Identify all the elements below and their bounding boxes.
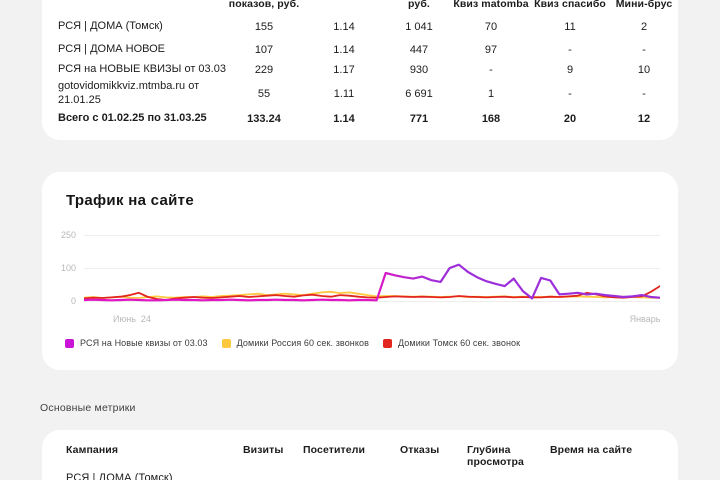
legend-swatch-yellow-icon xyxy=(221,338,231,348)
header-rub: руб. xyxy=(408,0,430,10)
table-row: РСЯ | ДОМА (Томск) xyxy=(42,472,678,480)
x-axis-tick-june: Июнь 24 xyxy=(113,314,151,324)
campaign-stats-card: показов, руб. руб. Квиз matomba Квиз спа… xyxy=(42,0,678,140)
legend-item-domiki-rossiya[interactable]: Домики Россия 60 сек. звонков xyxy=(221,338,369,348)
legend-item-rsya-novye-kvizy[interactable]: РСЯ на Новые квизы от 03.03 xyxy=(65,338,208,348)
total-value: 168 xyxy=(481,113,501,125)
chart-legend: РСЯ на Новые квизы от 03.03 Домики Росси… xyxy=(65,338,520,348)
header-kviz-matomba: Квиз matomba xyxy=(453,0,529,10)
cell-value: - xyxy=(489,64,493,76)
table-row: gotovidomikkviz.mtmba.ru от 21.01.25 55 … xyxy=(42,80,678,108)
cell-value: 1 041 xyxy=(405,21,433,33)
gridline-100 xyxy=(84,268,660,269)
cell-value: 1.17 xyxy=(333,64,355,76)
metrics-table-card: Кампания Визиты Посетители Отказы Глубин… xyxy=(42,430,678,480)
gridline-0 xyxy=(84,301,660,302)
cell-value: 2 xyxy=(640,21,648,33)
header-campaign: Кампания xyxy=(66,444,119,456)
header-kviz-spasibo: Квиз спасибо xyxy=(534,0,606,10)
total-value: 12 xyxy=(637,113,651,125)
header-visitors: Посетители xyxy=(303,444,366,456)
cell-value: 930 xyxy=(409,64,429,76)
legend-label: Домики Россия 60 сек. звонков xyxy=(236,338,369,348)
campaign-name: РСЯ | ДОМА НОВОЕ xyxy=(58,43,165,56)
cell-value: 1.11 xyxy=(333,88,355,100)
header-mini-brus: Мини-брус xyxy=(615,0,673,10)
total-value: 771 xyxy=(409,113,429,125)
y-axis-tick: 100 xyxy=(60,263,76,273)
cell-value: - xyxy=(642,88,646,100)
cell-value: - xyxy=(642,44,646,56)
cell-value: 6 691 xyxy=(405,88,433,100)
cell-value: 55 xyxy=(257,88,271,100)
cell-value: 229 xyxy=(254,64,274,76)
cell-value: - xyxy=(568,88,572,100)
table-total-row: Всего с 01.02.25 по 31.03.25 133.24 1.14… xyxy=(42,108,678,130)
total-value: 1.14 xyxy=(333,113,355,125)
total-value: 20 xyxy=(563,113,577,125)
campaign-name: gotovidomikkviz.mtmba.ru от 21.01.25 xyxy=(58,80,200,106)
cell-value: 9 xyxy=(566,64,574,76)
table-row: РСЯ на НОВЫЕ КВИЗЫ от 03.03 229 1.17 930… xyxy=(42,60,678,80)
campaign-name: РСЯ на НОВЫЕ КВИЗЫ от 03.03 xyxy=(58,63,226,76)
total-label: Всего с 01.02.25 по 31.03.25 xyxy=(58,112,207,125)
cell-value: 1 xyxy=(487,88,495,100)
x-axis-tick-january: Январь xyxy=(629,314,661,324)
campaign-name: РСЯ | ДОМА (Томск) xyxy=(58,20,163,33)
header-page-depth: Глубина просмотра xyxy=(467,444,524,469)
header-visits: Визиты xyxy=(243,444,284,456)
cell-value: 107 xyxy=(254,44,274,56)
traffic-line-chart xyxy=(84,263,660,302)
legend-label: Домики Томск 60 сек. звонок xyxy=(398,338,521,348)
metrics-table-header: Кампания Визиты Посетители Отказы Глубин… xyxy=(42,444,678,468)
legend-item-domiki-tomsk[interactable]: Домики Томск 60 сек. звонок xyxy=(383,338,520,348)
total-value: 133.24 xyxy=(247,113,281,125)
cell-value: 11 xyxy=(564,21,576,33)
metrics-section-title: Основные метрики xyxy=(40,402,136,414)
chart-title: Трафик на сайте xyxy=(66,192,194,209)
legend-label: РСЯ на Новые квизы от 03.03 xyxy=(80,338,208,348)
campaign-name: РСЯ | ДОМА (Томск) xyxy=(66,472,173,480)
legend-swatch-red-icon xyxy=(383,338,392,348)
table-row: РСЯ | ДОМА (Томск) 155 1.14 1 041 70 11 … xyxy=(42,14,678,40)
legend-swatch-magenta-icon xyxy=(65,338,74,348)
cell-value: 1.14 xyxy=(333,21,355,33)
y-axis-tick: 250 xyxy=(60,230,76,240)
table-row: РСЯ | ДОМА НОВОЕ 107 1.14 447 97 - - xyxy=(42,40,678,60)
cell-value: 1.14 xyxy=(333,44,355,56)
y-axis-tick: 0 xyxy=(70,296,76,306)
cell-value: 155 xyxy=(254,21,274,33)
cell-value: 70 xyxy=(484,21,498,33)
cell-value: 447 xyxy=(409,44,429,56)
header-time-on-site: Время на сайте xyxy=(550,444,633,456)
gridline-250 xyxy=(84,235,660,236)
line-domiki-tomsk xyxy=(84,285,660,301)
line-rsya-novye-kvizy xyxy=(84,263,660,302)
cell-value: 97 xyxy=(484,44,498,56)
header-cost-per-shows: показов, руб. xyxy=(228,0,300,10)
campaign-table-header: показов, руб. руб. Квиз matomba Квиз спа… xyxy=(42,0,678,14)
header-bounces: Отказы xyxy=(400,444,440,456)
traffic-chart-card: Трафик на сайте 250 100 0 Июнь 24 Январь xyxy=(42,172,678,370)
cell-value: 10 xyxy=(637,64,651,76)
cell-value: - xyxy=(568,44,572,56)
